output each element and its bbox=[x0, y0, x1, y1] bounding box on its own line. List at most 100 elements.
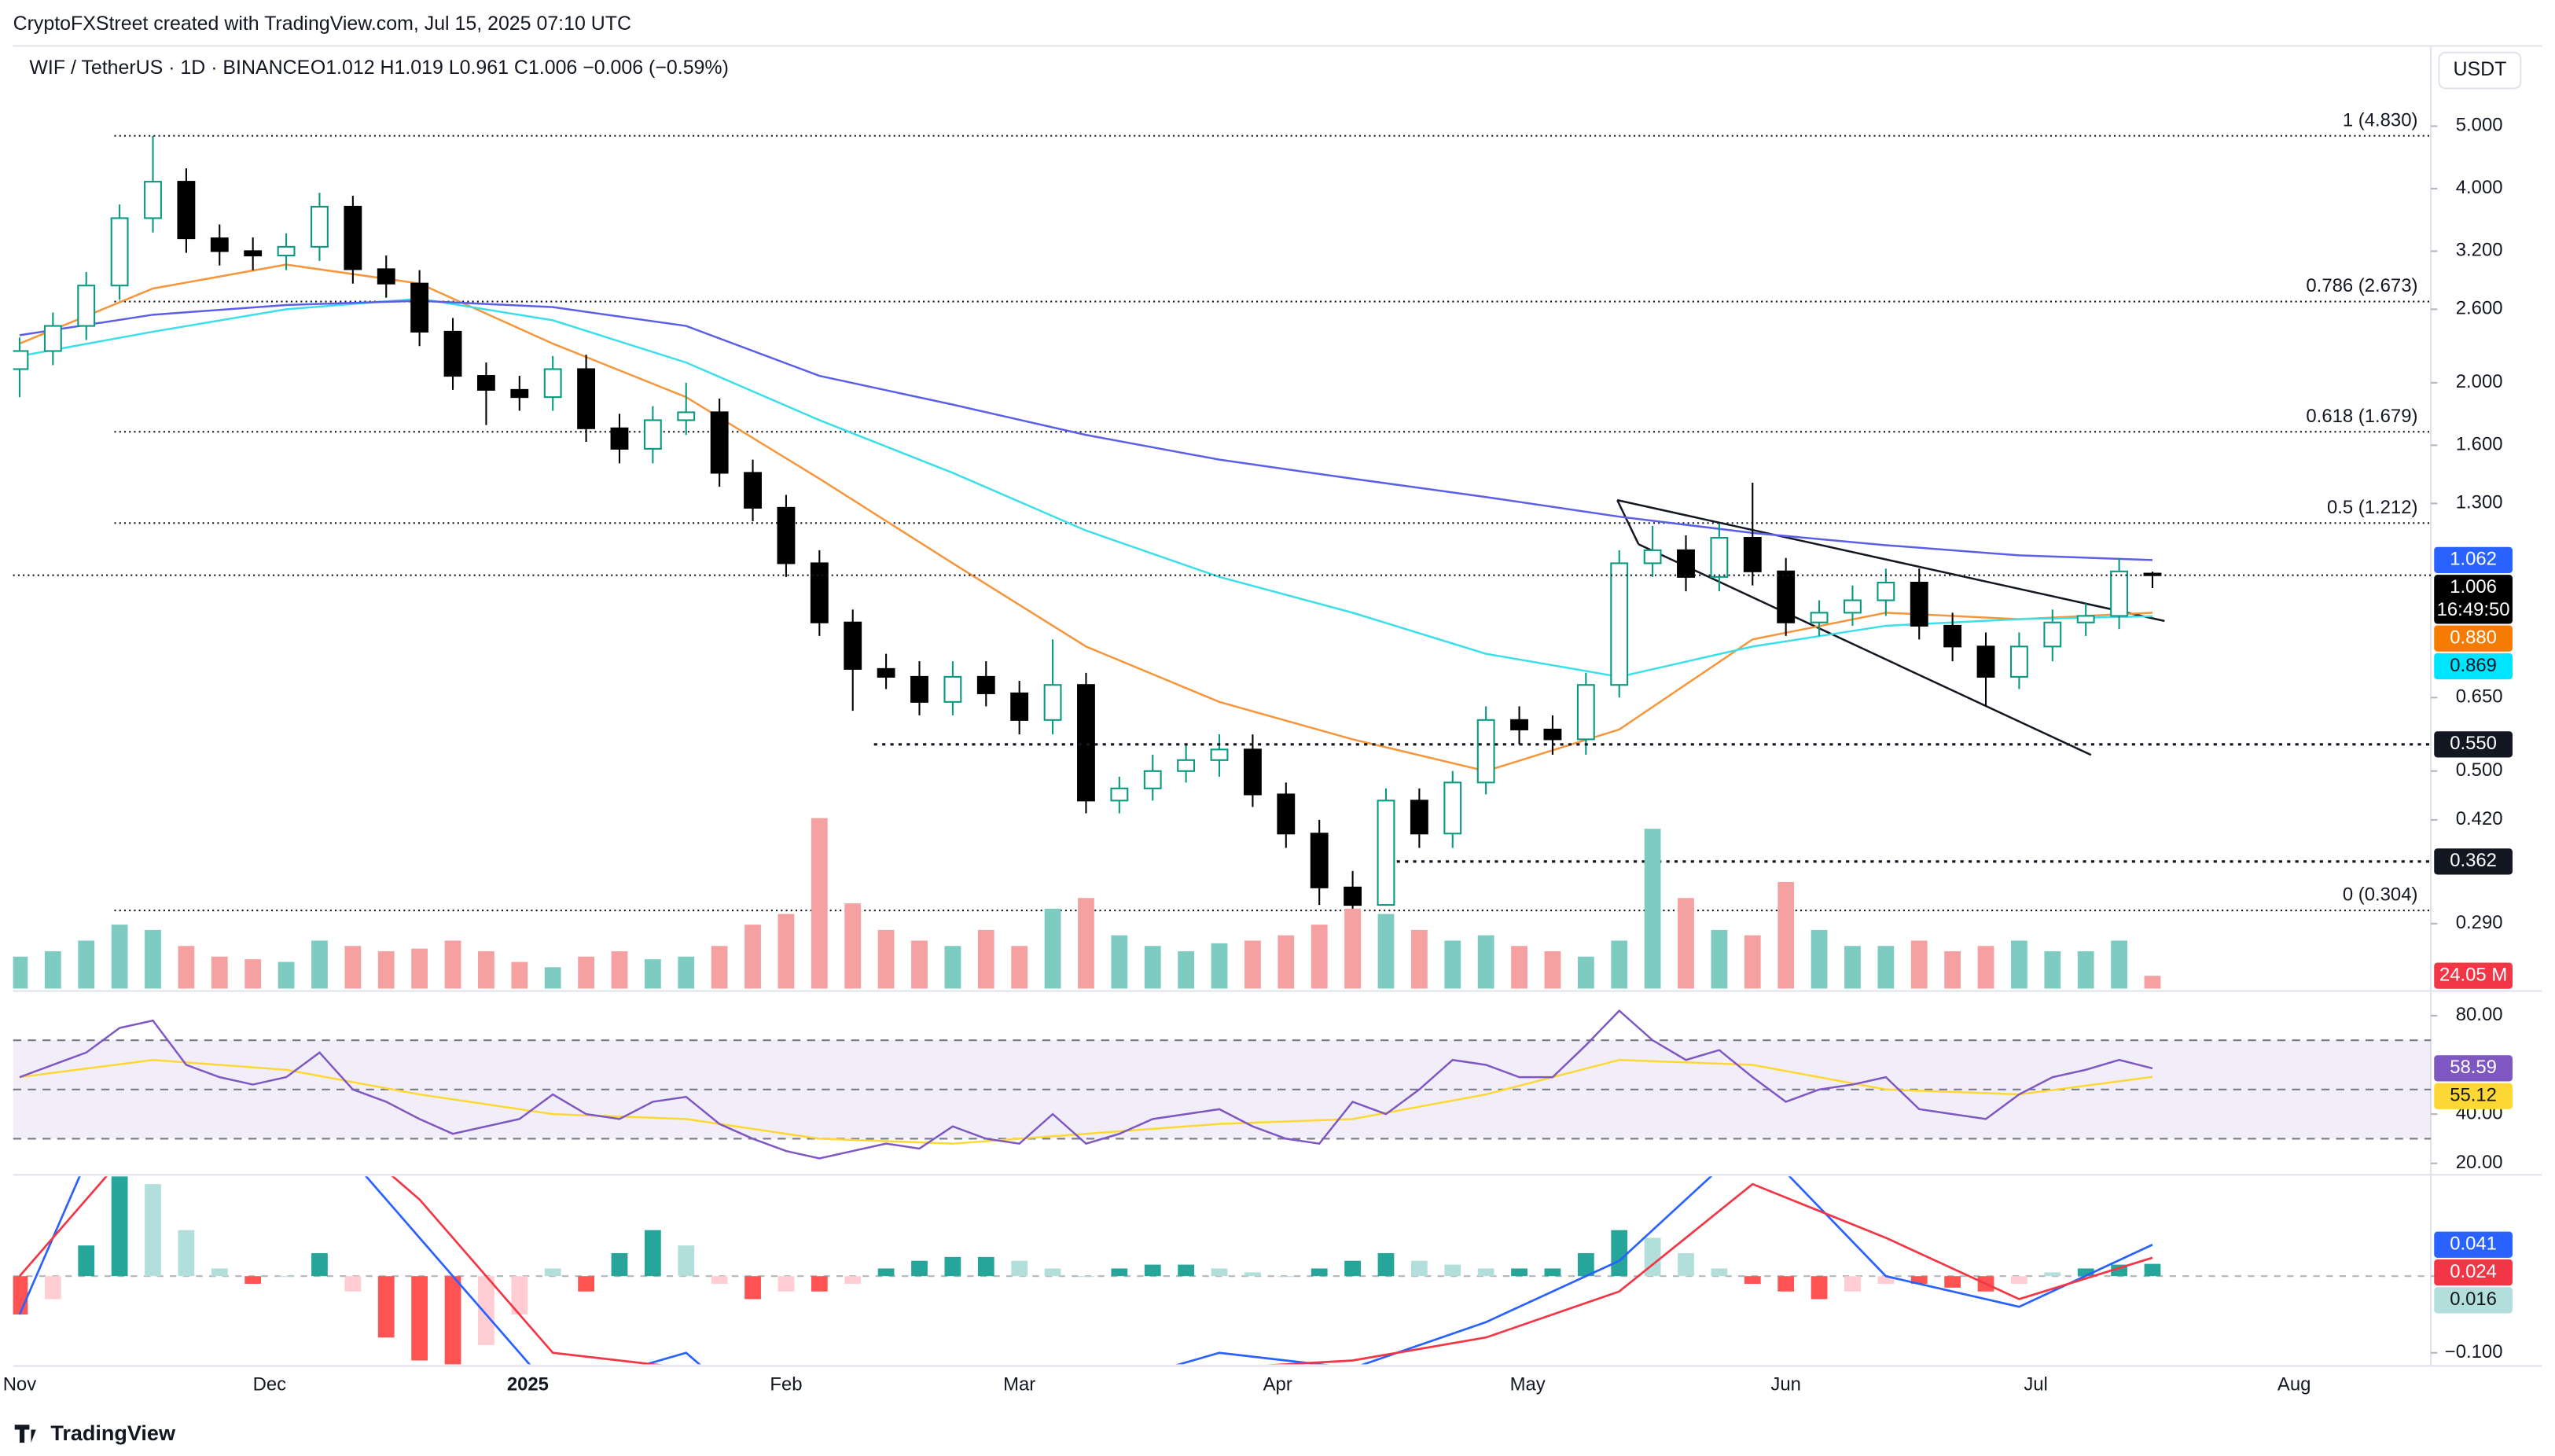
candle-body bbox=[1377, 800, 1395, 906]
volume-bar bbox=[1244, 940, 1261, 989]
candle-body bbox=[677, 411, 696, 421]
macd-histogram bbox=[178, 1230, 195, 1277]
price-badge bbox=[2434, 848, 2513, 875]
fib-label: 0.618 (1.679) bbox=[2306, 406, 2417, 427]
volume-bar bbox=[1877, 946, 1895, 989]
macd-histogram bbox=[1611, 1230, 1628, 1277]
volume-bar bbox=[911, 940, 928, 989]
candle-body bbox=[1410, 800, 1428, 835]
volume-bar bbox=[744, 925, 761, 989]
candle-body bbox=[2043, 621, 2062, 648]
macd-histogram bbox=[411, 1276, 428, 1361]
volume-bar bbox=[1377, 914, 1395, 989]
logo: TradingView bbox=[14, 1421, 176, 1445]
candle-body bbox=[110, 217, 129, 287]
y-tick-label: 2.000 bbox=[2456, 371, 2503, 392]
macd-histogram bbox=[678, 1245, 695, 1277]
currency[interactable]: USDT bbox=[2453, 58, 2506, 80]
moving-average bbox=[19, 263, 2153, 773]
candle-body bbox=[1710, 536, 1729, 578]
volume-bar bbox=[478, 951, 494, 989]
candle-body bbox=[177, 181, 196, 240]
moving-average bbox=[19, 300, 2153, 561]
volume-bar bbox=[611, 951, 628, 989]
volume-bar bbox=[1977, 946, 1994, 989]
macd-histogram bbox=[1178, 1264, 1195, 1277]
macd-histogram bbox=[1211, 1268, 1228, 1277]
macd-histogram bbox=[1044, 1268, 1061, 1277]
volume-bar bbox=[1944, 951, 1961, 989]
macd-histogram bbox=[644, 1230, 661, 1277]
candle-body bbox=[77, 285, 96, 327]
pane bbox=[13, 1009, 2432, 1160]
price-badge bbox=[2434, 1231, 2513, 1258]
macd-histogram bbox=[278, 1276, 295, 1278]
candle-body bbox=[1743, 536, 1762, 572]
candle-body bbox=[877, 667, 895, 678]
volume-bar bbox=[1577, 956, 1594, 989]
price-badge bbox=[2434, 731, 2513, 758]
macd-histogram bbox=[244, 1276, 262, 1284]
badge-label: 1.062 bbox=[2450, 549, 2497, 570]
candle-body bbox=[144, 181, 162, 219]
brand: TradingView bbox=[50, 1421, 176, 1445]
y-tick-label: 1.300 bbox=[2456, 492, 2503, 513]
candle-body bbox=[1777, 570, 1796, 623]
candle-body bbox=[1943, 624, 1962, 648]
rsi-line bbox=[19, 1009, 2153, 1160]
macd-histogram bbox=[1944, 1276, 1961, 1288]
ohlc: O1.012 H1.019 L0.961 C1.006 −0.006 (−0.5… bbox=[311, 57, 729, 79]
macd-histogram bbox=[711, 1276, 728, 1284]
volume-bar bbox=[678, 956, 695, 989]
volume-bar bbox=[78, 940, 95, 989]
candle-body bbox=[1277, 793, 1296, 835]
candle-body bbox=[1677, 549, 1695, 578]
macd-histogram bbox=[1078, 1276, 1094, 1278]
candle-body bbox=[2143, 572, 2162, 576]
macd-histogram bbox=[1844, 1276, 1861, 1292]
volume-bar bbox=[1711, 929, 1728, 989]
volume-bar bbox=[1278, 935, 1295, 989]
candle-body bbox=[1043, 684, 1062, 721]
badge-label: 0.016 bbox=[2450, 1289, 2497, 1310]
candle-body bbox=[1844, 599, 1862, 614]
y-tick-label: 4.000 bbox=[2456, 177, 2503, 198]
x-tick-label: Nov bbox=[3, 1374, 37, 1395]
candle-body bbox=[610, 427, 629, 450]
currency-box[interactable] bbox=[2438, 51, 2522, 90]
candle-body bbox=[810, 562, 829, 623]
badge-label: 58.59 bbox=[2450, 1057, 2497, 1078]
candle-body bbox=[1077, 684, 1095, 802]
price-badge bbox=[2434, 1259, 2513, 1286]
macd-histogram bbox=[911, 1260, 928, 1277]
candle-body bbox=[2076, 615, 2095, 623]
x-tick-label: Dec bbox=[253, 1374, 287, 1395]
macd-histogram bbox=[944, 1256, 961, 1277]
macd-histogram bbox=[1711, 1268, 1728, 1277]
candle-body bbox=[1476, 719, 1495, 784]
volume-bar bbox=[1511, 946, 1527, 989]
candle-body bbox=[443, 330, 462, 377]
macd-histogram bbox=[578, 1276, 594, 1292]
macd-histogram bbox=[344, 1276, 362, 1292]
volume-bar bbox=[1611, 940, 1628, 989]
volume-bar bbox=[1211, 943, 1228, 989]
volume-bar bbox=[2077, 951, 2094, 989]
candle-body bbox=[1543, 728, 1562, 741]
candle-body bbox=[1976, 645, 1995, 678]
wedge-upper bbox=[1616, 498, 2165, 623]
candle-body bbox=[1210, 748, 1229, 761]
fib-label: 0.5 (1.212) bbox=[2327, 497, 2417, 518]
macd-histogram bbox=[1011, 1260, 1028, 1277]
volume-bar bbox=[1678, 898, 1694, 989]
macd-histogram bbox=[1144, 1264, 1161, 1277]
macd-histogram bbox=[1344, 1260, 1361, 1277]
volume-bar bbox=[1811, 929, 1828, 989]
candle-body bbox=[1143, 770, 1162, 789]
badge-label: 0.024 bbox=[2450, 1261, 2497, 1282]
x-tick-label: May bbox=[1510, 1374, 1546, 1395]
pane bbox=[13, 1176, 2432, 1365]
